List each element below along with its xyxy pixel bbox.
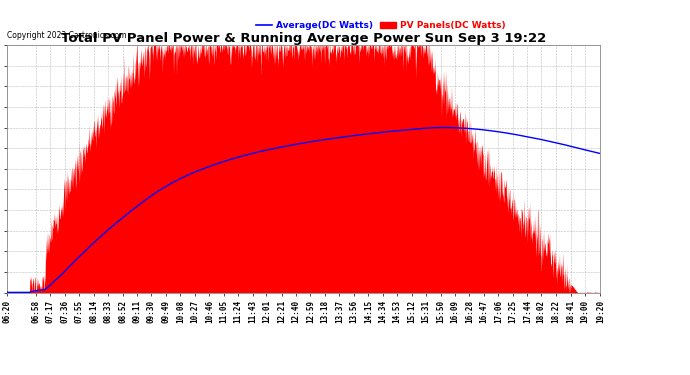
Legend: Average(DC Watts), PV Panels(DC Watts): Average(DC Watts), PV Panels(DC Watts): [253, 17, 509, 33]
Title: Total PV Panel Power & Running Average Power Sun Sep 3 19:22: Total PV Panel Power & Running Average P…: [61, 32, 546, 45]
Text: Copyright 2023 Cartronics.com: Copyright 2023 Cartronics.com: [7, 31, 126, 40]
